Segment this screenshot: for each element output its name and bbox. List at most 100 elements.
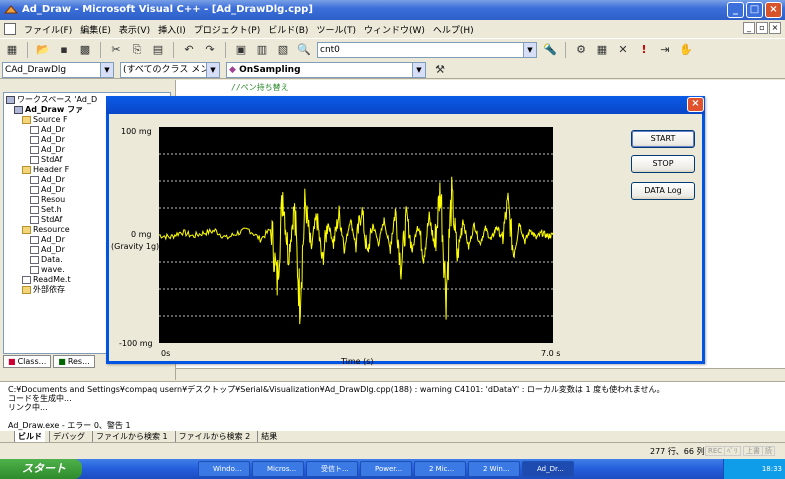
tree-item[interactable]: Resource xyxy=(6,225,170,235)
output-window-icon[interactable]: ▥ xyxy=(256,43,268,56)
taskbar: スタート Windo... Micros... 受信ト... Power... … xyxy=(0,459,785,479)
tab-build[interactable]: ビルド xyxy=(14,431,45,442)
tab-debug[interactable]: デバッグ xyxy=(49,431,88,442)
build-icon[interactable]: ▦ xyxy=(596,43,608,56)
save-all-icon[interactable]: ▩ xyxy=(79,43,91,56)
mdi-close-button[interactable]: × xyxy=(769,22,781,34)
standard-toolbar: ▦ 📂 ▪ ▩ ✂ ⎘ ▤ ↶ ↷ ▣ ▥ ▧ 🔍 cnt0 ▼ 🔦 ⚙ ▦ ✕… xyxy=(0,38,785,60)
find-in-files-icon[interactable]: 🔍 xyxy=(297,43,311,56)
data-log-button[interactable]: DATA Log xyxy=(631,182,695,200)
menu-window[interactable]: ウィンドウ(W) xyxy=(363,25,425,36)
tree-item[interactable]: Ad_Dr xyxy=(6,145,170,155)
file-icon xyxy=(30,186,39,194)
tree-item[interactable]: Ad_Dr xyxy=(6,175,170,185)
ad-draw-dialog: × 100 mg 0 mg (Gravity 1g) -100 mg 0s 7.… xyxy=(106,96,705,366)
dialog-close-button[interactable]: × xyxy=(687,97,704,112)
file-icon xyxy=(30,206,39,214)
class-combo[interactable]: CAd_DrawDlg ▼ xyxy=(2,61,114,78)
find-combo-value: cnt0 xyxy=(320,44,340,55)
tree-item[interactable]: Ad_Dr xyxy=(6,245,170,255)
tab-find1[interactable]: ファイルから検索 1 xyxy=(92,431,171,442)
tree-item[interactable]: Ad_Dr xyxy=(6,135,170,145)
start-button[interactable]: スタート xyxy=(0,459,82,479)
open-icon[interactable]: 📂 xyxy=(36,43,50,56)
taskbar-button[interactable]: Power... xyxy=(360,461,412,477)
chevron-down-icon[interactable]: ▼ xyxy=(100,62,113,77)
copy-icon[interactable]: ⎘ xyxy=(132,42,142,56)
paste-icon[interactable]: ▤ xyxy=(152,43,164,56)
tree-item[interactable]: Source F xyxy=(6,115,170,125)
menu-insert[interactable]: 挿入(I) xyxy=(158,25,186,36)
y-tick-bottom: -100 mg xyxy=(119,339,153,348)
tree-item[interactable]: Ad_Dr xyxy=(6,185,170,195)
cut-icon[interactable]: ✂ xyxy=(111,43,121,56)
mdi-restore-button[interactable]: ▫ xyxy=(756,22,768,34)
filter-combo[interactable]: (すべてのクラス メンバ) ▼ xyxy=(120,61,220,78)
maximize-button[interactable]: □ xyxy=(746,2,763,18)
tree-item[interactable]: StdAf xyxy=(6,215,170,225)
tab-classview[interactable]: ■ Class... xyxy=(3,355,52,368)
tree-item[interactable]: Ad_Draw ファ xyxy=(6,105,170,115)
redo-icon[interactable]: ↷ xyxy=(205,43,215,56)
tree-item[interactable]: 外部依存 xyxy=(6,285,170,295)
menu-tools[interactable]: ツール(T) xyxy=(316,25,356,36)
tree-item[interactable]: Ad_Dr xyxy=(6,125,170,135)
editor-horizontal-scrollbar[interactable] xyxy=(176,368,785,380)
tree-item[interactable]: StdAf xyxy=(6,155,170,165)
tree-item[interactable]: Resou xyxy=(6,195,170,205)
menu-project[interactable]: プロジェクト(P) xyxy=(193,25,261,36)
tab-find2[interactable]: ファイルから検索 2 xyxy=(174,431,254,442)
chevron-down-icon[interactable]: ▼ xyxy=(206,62,219,77)
tab-resourceview[interactable]: ■ Res... xyxy=(53,355,95,368)
minimize-button[interactable]: _ xyxy=(727,2,744,18)
tree-item[interactable]: Ad_Dr xyxy=(6,235,170,245)
taskbar-button[interactable]: Windo... xyxy=(198,461,250,477)
start-button[interactable]: START xyxy=(631,130,695,148)
tree-item-label: Ad_Draw ファ xyxy=(25,105,84,114)
workspace-window-icon[interactable]: ▣ xyxy=(235,43,247,56)
menu-edit[interactable]: 編集(E) xyxy=(80,25,111,36)
output-line: コードを生成中... xyxy=(8,394,72,403)
menu-file[interactable]: ファイル(F) xyxy=(24,25,73,36)
chevron-down-icon[interactable]: ▼ xyxy=(523,42,536,57)
chevron-down-icon[interactable]: ▼ xyxy=(412,62,425,77)
find-combo[interactable]: cnt0 ▼ xyxy=(317,41,537,58)
status-indicator-col: ﾍﾟﾘ xyxy=(724,446,741,456)
compile-icon[interactable]: ⚙ xyxy=(576,43,586,56)
taskbar-button[interactable]: Micros... xyxy=(252,461,304,477)
menu-view[interactable]: 表示(V) xyxy=(118,25,151,36)
tree-item-label: wave. xyxy=(41,265,65,274)
member-combo[interactable]: ◆ OnSampling ▼ xyxy=(226,61,426,78)
window-list-icon[interactable]: ▧ xyxy=(277,43,289,56)
tree-item[interactable]: ReadMe.t xyxy=(6,275,170,285)
close-button[interactable]: × xyxy=(765,2,782,18)
undo-icon[interactable]: ↶ xyxy=(184,43,194,56)
tree-item[interactable]: Header F xyxy=(6,165,170,175)
mdi-minimize-button[interactable]: _ xyxy=(743,22,755,34)
go-icon[interactable]: ⇥ xyxy=(660,43,670,56)
find-icon[interactable]: 🔦 xyxy=(543,43,557,56)
status-indicator-read: 読 xyxy=(762,446,775,456)
taskbar-button[interactable]: Ad_Dr... xyxy=(522,461,574,477)
stop-button[interactable]: STOP xyxy=(631,155,695,173)
taskbar-button[interactable]: 2 Mic... xyxy=(414,461,466,477)
tree-item[interactable]: Set.h xyxy=(6,205,170,215)
workspace-icon[interactable]: ▦ xyxy=(6,43,18,56)
taskbar-button[interactable]: 受信ト... xyxy=(306,461,358,477)
stop-build-icon[interactable]: ✕ xyxy=(618,43,628,56)
system-tray: 18:33 xyxy=(723,459,785,479)
wizard-action-icon[interactable]: ⚒ xyxy=(435,63,445,76)
tab-results[interactable]: 結果 xyxy=(257,431,280,442)
tree-item[interactable]: wave. xyxy=(6,265,170,275)
taskbar-button[interactable]: 2 Win... xyxy=(468,461,520,477)
execute-icon[interactable]: ! xyxy=(641,43,647,56)
breakpoint-icon[interactable]: ✋ xyxy=(679,43,693,56)
filter-combo-value: (すべてのクラス メンバ) xyxy=(123,64,220,75)
tree-item[interactable]: ワークスペース 'Ad_D xyxy=(6,95,170,105)
tree-item[interactable]: Data. xyxy=(6,255,170,265)
tree-item-label: Ad_Dr xyxy=(41,185,65,194)
menu-build[interactable]: ビルド(B) xyxy=(268,25,309,36)
code-comment-line: //ペン持ち替え xyxy=(231,83,289,92)
save-icon[interactable]: ▪ xyxy=(60,43,68,56)
menu-help[interactable]: ヘルプ(H) xyxy=(432,25,474,36)
